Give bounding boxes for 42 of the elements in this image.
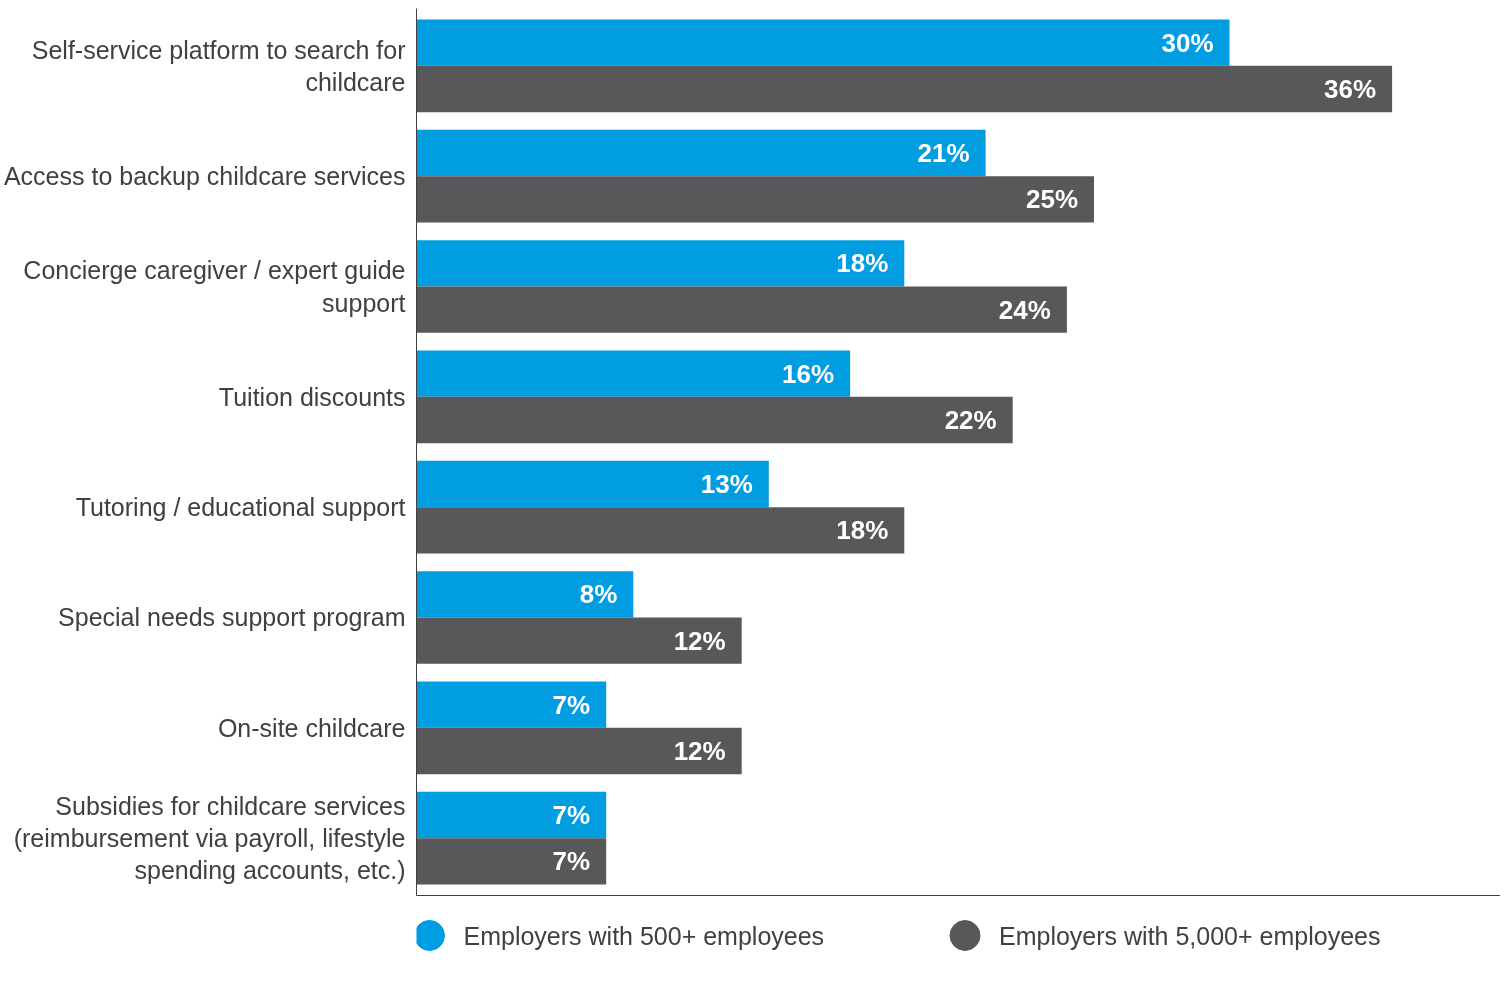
bar [416, 571, 634, 618]
bar [416, 240, 905, 287]
data-label: 7% [552, 689, 591, 720]
bar [416, 19, 1230, 66]
data-label: 21% [917, 138, 970, 169]
data-label: 12% [673, 625, 726, 656]
bar [416, 129, 986, 177]
bar [416, 791, 607, 839]
bar [416, 681, 607, 728]
bar [416, 727, 742, 775]
bar [416, 507, 905, 554]
data-label: 36% [1324, 74, 1377, 105]
y-tick-label: Self-service platform to search for childcare [31, 35, 406, 96]
data-label: 7% [552, 799, 591, 830]
bar [416, 176, 1094, 223]
data-label: 7% [552, 846, 591, 877]
y-tick-label: Subsidies for childcare services (reimbursement via payroll, lifestyle spending accounts, etc.) [13, 791, 406, 885]
y-tick-label: Concierge caregiver / expert guide support [23, 256, 406, 317]
y-tick-label: Tutoring / educational support [75, 493, 406, 522]
bar [416, 350, 851, 397]
bar [416, 286, 1067, 333]
y-tick-label: Access to backup childcare services [3, 162, 406, 191]
y-tick-label: Tuition discounts [218, 382, 406, 411]
bar [416, 617, 742, 664]
data-label: 25% [1025, 184, 1079, 215]
data-label: 12% [673, 735, 726, 766]
data-label: 16% [782, 358, 835, 389]
bar [416, 396, 1013, 444]
y-tick-label: Special needs support program [58, 603, 406, 632]
y-tick-label: On-site childcare [217, 713, 406, 742]
data-label: 30% [1161, 27, 1214, 58]
legend-label: Employers with 5,000+ employees [999, 921, 1381, 950]
data-label: 24% [998, 294, 1051, 325]
data-label: 18% [836, 515, 889, 546]
bar [416, 65, 1393, 113]
data-label: 22% [944, 405, 997, 436]
data-label: 13% [700, 468, 753, 499]
legend-label: Employers with 500+ employees [463, 921, 825, 950]
bar [416, 838, 607, 885]
data-label: 18% [836, 248, 889, 279]
bar [416, 460, 769, 508]
data-label: 8% [579, 579, 618, 610]
